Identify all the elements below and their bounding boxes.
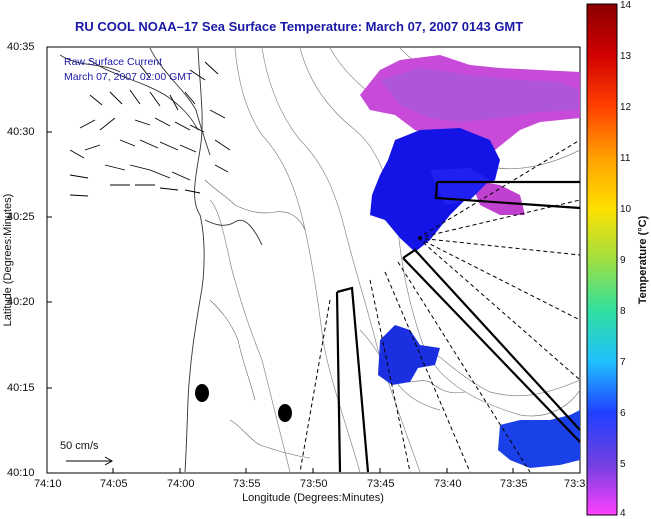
radar-site-marker-2 [278, 404, 292, 422]
colorbar-tick-label: 14 [620, 0, 632, 11]
scale-arrow-icon [66, 456, 114, 466]
x-tick-label: 73:45 [367, 478, 395, 490]
x-tick-label: 73:55 [233, 478, 261, 490]
y-tick-label: 40:20 [7, 296, 35, 308]
colorbar-tick-label: 6 [620, 408, 626, 419]
colorbar-tick-label: 4 [620, 508, 626, 519]
transect-boxes [335, 180, 581, 473]
colorbar [586, 3, 618, 516]
y-axis-label: Latitude (Degrees:Minutes) [2, 194, 14, 327]
overlay-line-2: March 07, 2007 02:00 GMT [64, 71, 193, 83]
sst-patches [360, 55, 580, 468]
colorbar-tick-label: 10 [620, 204, 632, 215]
current-vectors [69, 61, 231, 197]
x-tick-label: 74:05 [100, 478, 128, 490]
colorbar-tick-label: 12 [620, 102, 632, 113]
colorbar-tick-label: 7 [620, 357, 626, 368]
x-tick-label: 73:40 [434, 478, 462, 490]
colorbar-ticks: 14 13 12 11 10 9 8 7 6 5 4 Temperature (… [620, 0, 649, 519]
colorbar-tick-label: 13 [620, 51, 632, 62]
radar-site-marker-1 [195, 384, 209, 402]
coastline [59, 47, 263, 473]
radar-range-lines [299, 139, 581, 473]
map-title: RU COOL NOAA–17 Sea Surface Temperature:… [75, 19, 524, 34]
y-tick-label: 40:15 [7, 382, 35, 394]
y-tick-label: 40:25 [7, 211, 35, 223]
y-tick-label: 40:10 [7, 467, 35, 479]
x-tick-label: 74:10 [34, 478, 62, 490]
x-tick-label: 73:3 [564, 478, 585, 490]
x-axis: 74:10 74:05 74:00 73:55 73:50 73:45 73:4… [34, 468, 585, 504]
colorbar-tick-label: 5 [620, 459, 626, 470]
y-tick-label: 40:30 [7, 126, 35, 138]
x-tick-label: 73:35 [500, 478, 528, 490]
nearshore-contours [204, 179, 466, 459]
colorbar-label: Temperature (°C) [637, 215, 649, 304]
colorbar-tick-label: 11 [620, 153, 631, 164]
y-tick-label: 40:35 [7, 41, 35, 53]
overlay-line-1: Raw Surface Current [64, 56, 162, 68]
x-axis-label: Longitude (Degrees:Minutes) [242, 492, 384, 504]
colorbar-tick-label: 9 [620, 255, 626, 266]
x-tick-label: 73:50 [300, 478, 328, 490]
y-axis: 40:35 40:30 40:25 40:20 40:15 40:10 Lati… [2, 41, 52, 479]
colorbar-tick-label: 8 [620, 306, 626, 317]
scale-label: 50 cm/s [60, 440, 99, 452]
x-tick-label: 74:00 [167, 478, 195, 490]
